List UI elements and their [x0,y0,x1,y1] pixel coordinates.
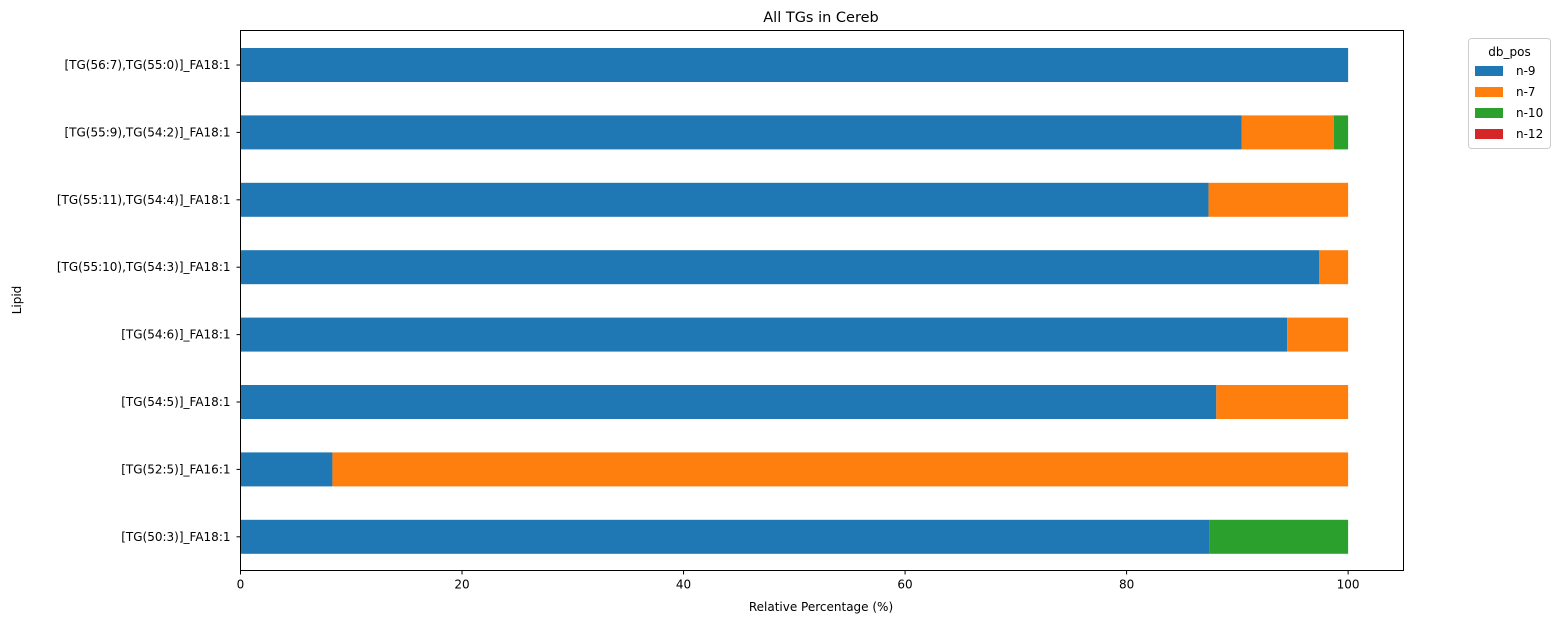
bar-segment-n-7-6 [332,452,1349,487]
bar-segment-n-7-5 [1216,385,1349,419]
bar-segment-n-9-1 [240,115,1242,150]
legend-items: n-9 n-7 n-10 n-12 [1475,64,1543,141]
bar-segment-n-9-5 [240,385,1217,419]
x-axis: 0 20 40 60 80 100 [237,570,1360,592]
x-tick-label: 60 [897,578,912,592]
y-tick-label: [TG(55:9),TG(54:2)]_FA18:1 [64,125,230,139]
x-tick-label: 40 [676,578,691,592]
bar-segment-n-9-4 [240,317,1288,352]
legend-label-n-7: n-7 [1516,85,1536,99]
y-tick-label: [TG(55:11),TG(54:4)]_FA18:1 [57,193,231,207]
x-axis-label: Relative Percentage (%) [749,600,893,614]
legend-label-n-10: n-10 [1516,106,1543,120]
bar-segment-n-9-7 [240,519,1210,554]
x-tick-label: 0 [237,578,245,592]
bar-segment-n-7-3 [1319,250,1349,285]
bar-segment-n-7-2 [1208,182,1349,217]
bars-layer [240,48,1349,554]
y-tick-label: [TG(54:5)]_FA18:1 [121,395,230,409]
legend-swatch-n-12 [1475,129,1503,139]
legend: db_pos n-9 n-7 n-10 n-12 [1468,38,1551,149]
bar-segment-n-9-2 [240,182,1209,217]
bar-segment-n-9-3 [240,250,1320,285]
y-tick-label: [TG(50:3)]_FA18:1 [121,530,230,544]
bar-segment-n-7-1 [1241,115,1334,150]
legend-label-n-12: n-12 [1516,127,1543,141]
legend-swatch-n-9 [1475,66,1503,76]
y-tick-label: [TG(55:10),TG(54:3)]_FA18:1 [57,260,231,274]
y-tick-label: [TG(54:6)]_FA18:1 [121,328,230,342]
y-axis-label: Lipid [10,286,24,315]
plot-frame [240,30,1404,571]
y-tick-label: [TG(56:7),TG(55:0)]_FA18:1 [64,58,230,72]
x-tick-label: 100 [1337,578,1360,592]
legend-title: db_pos [1488,45,1530,59]
y-tick-label: [TG(52:5)]_FA16:1 [121,462,230,476]
chart-title: All TGs in Cereb [763,10,878,26]
y-axis: [TG(56:7),TG(55:0)]_FA18:1 [TG(55:9),TG(5… [57,58,241,544]
x-tick-label: 20 [454,578,469,592]
bar-segment-n-10-1 [1333,115,1349,150]
legend-label-n-9: n-9 [1516,64,1536,78]
bar-segment-n-10-7 [1209,519,1349,554]
bar-segment-n-7-4 [1287,317,1349,352]
legend-swatch-n-10 [1475,108,1503,118]
legend-swatch-n-7 [1475,87,1503,97]
bar-segment-n-9-0 [240,48,1349,82]
bar-segment-n-9-6 [240,452,333,487]
x-tick-label: 80 [1119,578,1134,592]
